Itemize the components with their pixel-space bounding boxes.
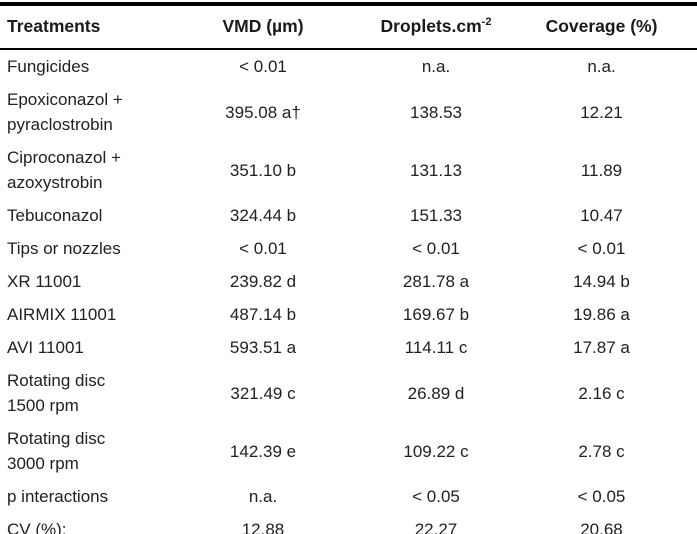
table-row: CV (%): 12.88 22.27 20.68 xyxy=(0,513,697,534)
treatment-cell: AIRMIX 11001 xyxy=(7,305,117,324)
droplets-value-cell: 22.27 xyxy=(414,520,458,534)
droplets-value-cell: 281.78 a xyxy=(402,272,470,291)
vmd-value-cell: 12.88 xyxy=(241,520,285,534)
vmd-value-cell: 142.39 e xyxy=(229,441,297,461)
coverage-value-cell: 20.68 xyxy=(580,520,623,534)
vmd-value-cell: 395.08 a† xyxy=(225,102,301,122)
table-body: Fungicides < 0.01 n.a. n.a. Epoxiconazol… xyxy=(0,49,697,534)
table-row: Ciproconazol + azoxystrobin 351.10 b 131… xyxy=(0,141,697,199)
vmd-value-cell: 593.51 a xyxy=(229,338,297,357)
vmd-value-cell: 324.44 b xyxy=(229,206,297,225)
droplets-value-cell: 109.22 c xyxy=(403,441,469,461)
col-header-droplets-base: Droplets.cm xyxy=(380,16,482,36)
vmd-value-cell: 487.14 b xyxy=(229,305,297,324)
treatment-cell: Ciproconazol + azoxystrobin xyxy=(7,148,121,192)
droplets-value-cell: n.a. xyxy=(421,57,451,76)
treatment-cell: p interactions xyxy=(7,487,109,506)
coverage-value-cell: 17.87 a xyxy=(573,338,630,357)
droplets-value-cell: 131.13 xyxy=(410,160,462,180)
coverage-value-cell: < 0.05 xyxy=(577,487,626,506)
table-row: AVI 11001 593.51 a 114.11 c 17.87 a xyxy=(0,331,697,364)
treatment-cell: CV (%): xyxy=(7,520,67,534)
treatment-cell: AVI 11001 xyxy=(7,338,84,357)
vmd-value-cell: < 0.01 xyxy=(239,57,287,76)
col-header-vmd: VMD (µm) xyxy=(190,4,336,50)
treatment-cell: Rotating disc 3000 rpm xyxy=(7,429,106,473)
vmd-value-cell: n.a. xyxy=(248,487,278,506)
coverage-value-cell: < 0.01 xyxy=(577,239,626,258)
treatment-cell: Tebuconazol xyxy=(7,206,103,225)
coverage-value-cell: n.a. xyxy=(587,57,616,76)
col-header-droplets: Droplets.cm-2 xyxy=(336,4,536,50)
col-header-coverage: Coverage (%) xyxy=(536,4,697,50)
droplets-value-cell: 151.33 xyxy=(410,206,462,225)
treatment-cell: Tips or nozzles xyxy=(7,239,121,258)
table-row: Tebuconazol 324.44 b 151.33 10.47 xyxy=(0,199,697,232)
droplets-value-cell: 26.89 d xyxy=(407,383,465,403)
coverage-value-cell: 12.21 xyxy=(580,102,623,122)
table-row: Rotating disc 3000 rpm 142.39 e 109.22 c… xyxy=(0,422,697,480)
col-header-droplets-superscript: -2 xyxy=(481,16,492,29)
coverage-value-cell: 2.16 c xyxy=(578,383,625,403)
table-row: Rotating disc 1500 rpm 321.49 c 26.89 d … xyxy=(0,364,697,422)
table-header-row: Treatments VMD (µm) Droplets.cm-2 Covera… xyxy=(0,4,697,50)
coverage-value-cell: 11.89 xyxy=(580,160,623,180)
vmd-value-cell: 239.82 d xyxy=(229,272,297,291)
treatment-cell: Epoxiconazol + pyraclostrobin xyxy=(7,90,123,134)
treatment-cell: XR 11001 xyxy=(7,272,82,291)
coverage-value-cell: 19.86 a xyxy=(573,305,630,324)
table-head: Treatments VMD (µm) Droplets.cm-2 Covera… xyxy=(0,4,697,50)
table-row: Epoxiconazol + pyraclostrobin 395.08 a† … xyxy=(0,83,697,141)
table-row: AIRMIX 11001 487.14 b 169.67 b 19.86 a xyxy=(0,298,697,331)
droplets-value-cell: < 0.05 xyxy=(412,487,460,506)
table-row: Tips or nozzles < 0.01 < 0.01 < 0.01 xyxy=(0,232,697,265)
col-header-treatments: Treatments xyxy=(0,4,190,50)
table-row: Fungicides < 0.01 n.a. n.a. xyxy=(0,49,697,83)
treatment-cell: Rotating disc 1500 rpm xyxy=(7,371,106,415)
vmd-value-cell: 351.10 b xyxy=(229,160,297,180)
vmd-value-cell: < 0.01 xyxy=(239,239,287,258)
coverage-value-cell: 2.78 c xyxy=(578,441,625,461)
table-row: XR 11001 239.82 d 281.78 a 14.94 b xyxy=(0,265,697,298)
droplets-value-cell: < 0.01 xyxy=(412,239,460,258)
treatment-cell: Fungicides xyxy=(7,57,90,76)
vmd-value-cell: 321.49 c xyxy=(230,383,296,403)
coverage-value-cell: 10.47 xyxy=(580,206,623,225)
droplets-value-cell: 138.53 xyxy=(410,102,462,122)
droplets-value-cell: 114.11 c xyxy=(404,338,468,357)
table-row: p interactions n.a. < 0.05 < 0.05 xyxy=(0,480,697,513)
droplets-value-cell: 169.67 b xyxy=(402,305,470,324)
coverage-value-cell: 14.94 b xyxy=(573,272,630,291)
